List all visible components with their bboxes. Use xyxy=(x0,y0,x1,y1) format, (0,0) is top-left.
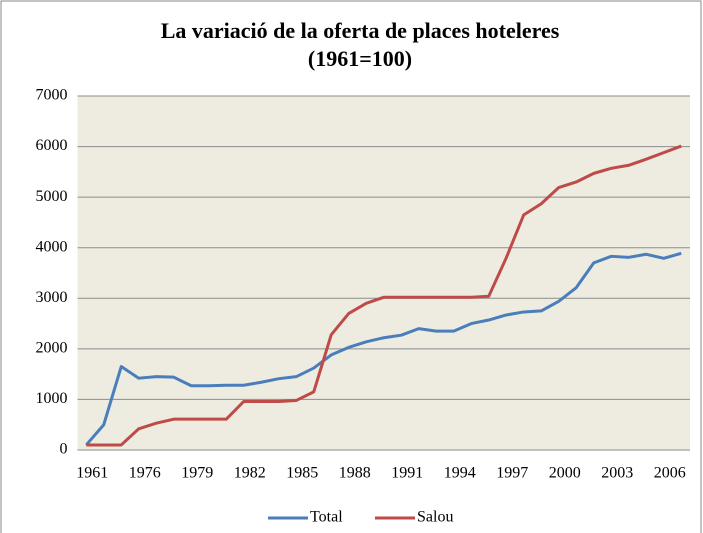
legend-label: Salou xyxy=(417,509,453,526)
plot-area xyxy=(77,96,690,450)
y-tick-label: 3000 xyxy=(36,289,68,306)
x-tick-label: 1994 xyxy=(444,465,476,482)
x-tick-label: 2003 xyxy=(601,465,633,482)
x-tick-label: 1985 xyxy=(286,465,318,482)
y-tick-label: 5000 xyxy=(36,188,68,205)
x-tick-label: 1976 xyxy=(129,465,161,482)
series-line xyxy=(85,251,682,446)
x-tick-label: 1988 xyxy=(339,465,371,482)
series-line xyxy=(86,144,682,447)
y-tick-label: 1000 xyxy=(36,390,68,407)
x-tick-label: 2006 xyxy=(654,465,686,482)
y-tick-label: 0 xyxy=(60,441,68,458)
x-tick-label: 1982 xyxy=(234,465,266,482)
y-tick-label: 6000 xyxy=(36,137,68,154)
y-tick-label: 2000 xyxy=(36,340,68,357)
x-tick-label: 1991 xyxy=(391,465,423,482)
legend-label: Total xyxy=(310,509,343,526)
x-tick-label: 1979 xyxy=(181,465,213,482)
x-tick-label: 1997 xyxy=(496,465,528,482)
chart-title: La variació de la oferta de places hotel… xyxy=(161,18,560,43)
y-tick-label: 4000 xyxy=(36,238,68,255)
x-tick-label: 2000 xyxy=(549,465,581,482)
x-tick-label: 1961 xyxy=(76,465,108,482)
chart-subtitle: (1961=100) xyxy=(308,46,412,71)
y-tick-label: 7000 xyxy=(36,87,68,104)
